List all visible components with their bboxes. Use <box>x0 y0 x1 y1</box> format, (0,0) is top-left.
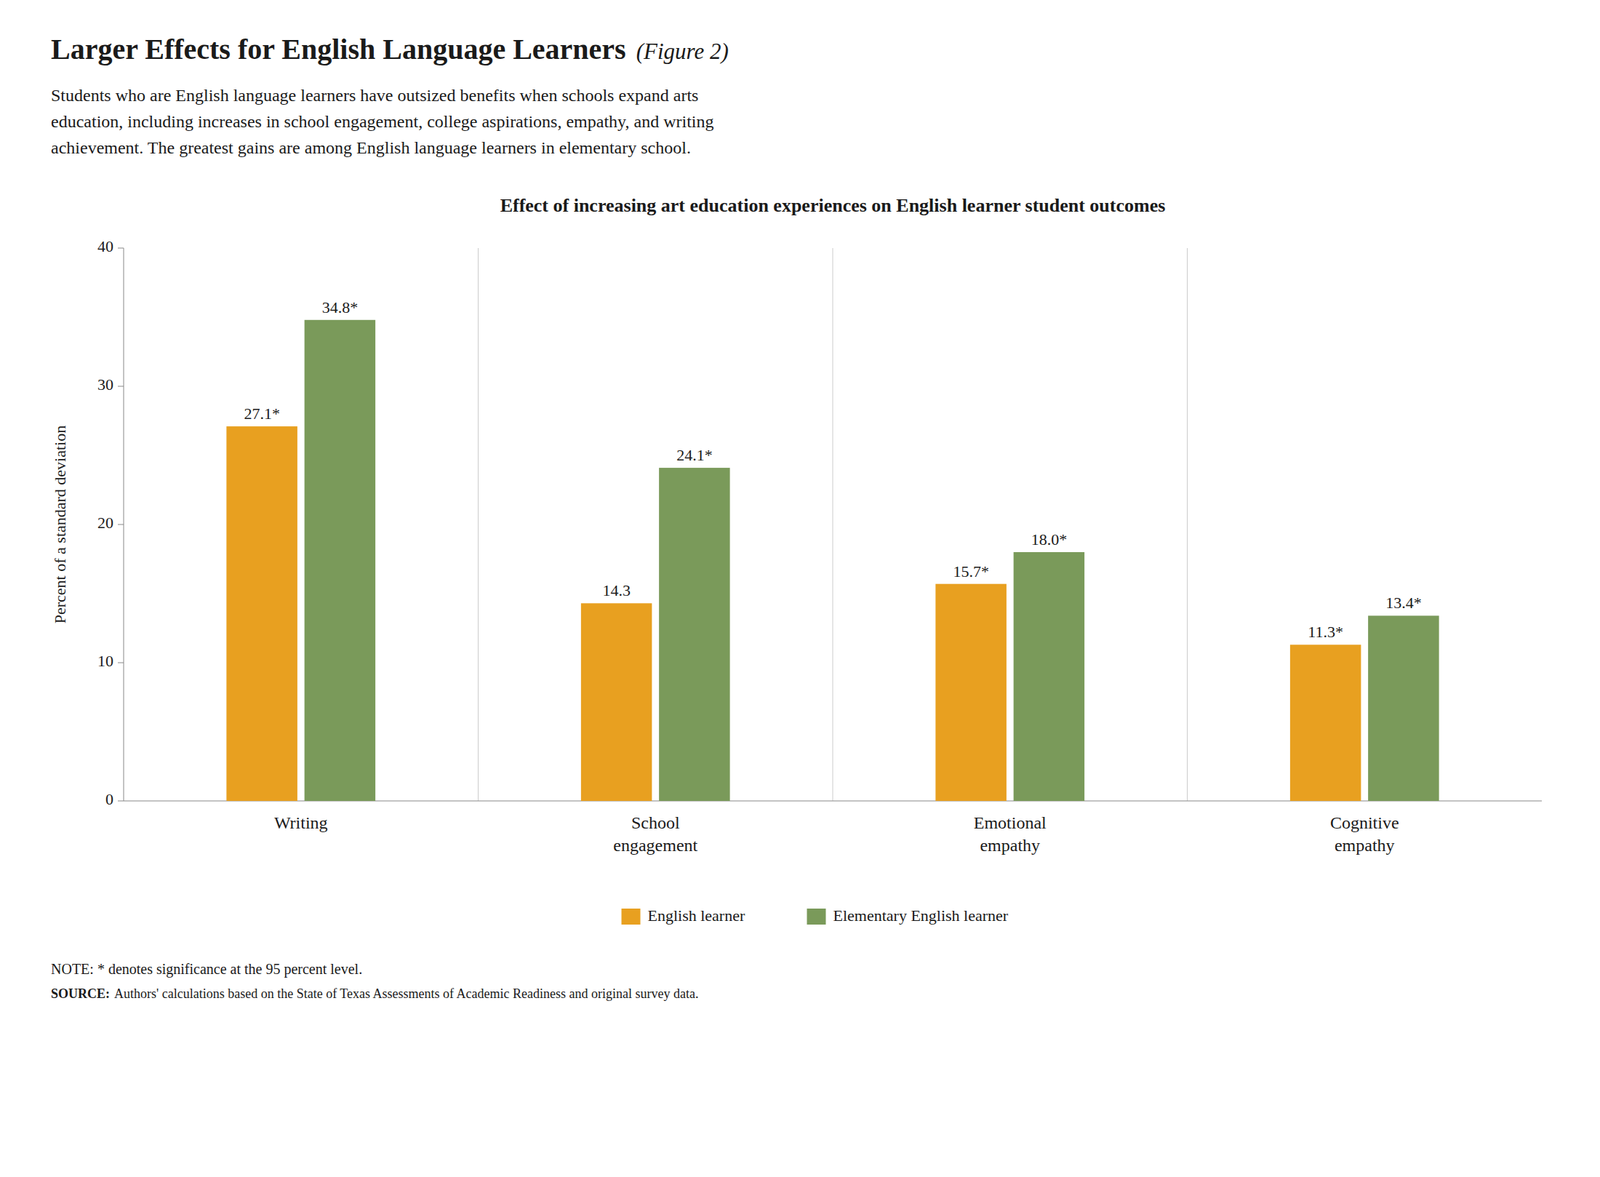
bar <box>226 426 298 801</box>
page-title-figure: (Figure 2) <box>636 38 729 64</box>
y-tick-label: 10 <box>97 651 114 670</box>
chart-title: Effect of increasing art education exper… <box>500 194 1166 216</box>
data-label: 14.3 <box>602 581 631 600</box>
x-tick-label-line: Cognitive <box>1330 813 1400 832</box>
legend-label: English learner <box>648 906 746 925</box>
bar <box>1290 644 1362 801</box>
legend-label: Elementary English learner <box>833 906 1009 925</box>
data-label: 24.1* <box>676 445 713 464</box>
legend-swatch <box>621 908 641 925</box>
header: Larger Effects for English Language Lear… <box>0 0 1600 176</box>
y-tick <box>117 524 124 526</box>
x-tick-label-line: School <box>631 813 680 832</box>
x-tick-label: School engagement <box>613 813 698 855</box>
bar <box>581 602 653 801</box>
note: NOTE: * denotes significance at the 95 p… <box>50 960 1550 978</box>
page-subtitle: Students who are English language learne… <box>50 82 1550 161</box>
data-label: 18.0* <box>1031 530 1068 549</box>
group-divider <box>1186 248 1188 801</box>
chart: Effect of increasing art education exper… <box>0 175 1600 961</box>
legend-swatch <box>807 908 827 925</box>
y-tick-label: 40 <box>97 237 114 256</box>
y-tick <box>117 248 124 249</box>
data-label: 13.4* <box>1385 593 1422 612</box>
x-tick-label: Cognitive empathy <box>1330 813 1400 855</box>
x-tick-label-line: Emotional <box>973 813 1047 832</box>
y-tick-label: 20 <box>97 513 114 532</box>
data-label: 15.7* <box>952 562 990 581</box>
x-tick-label: Writing <box>274 813 328 832</box>
page-title-main: Larger Effects for English Language Lear… <box>50 32 627 66</box>
x-tick-label-line: Writing <box>274 813 328 832</box>
x-tick-label-line: engagement <box>613 835 698 855</box>
source-text: Authors' calculations based on the State… <box>114 986 699 1001</box>
x-tick-label-line: empathy <box>1334 835 1395 855</box>
y-axis <box>123 248 125 801</box>
x-tick-label: Emotional empathy <box>973 813 1047 855</box>
data-label: 34.8* <box>322 298 359 317</box>
y-tick <box>117 662 124 664</box>
footer: NOTE: * denotes significance at the 95 p… <box>0 960 1600 1002</box>
source-label: SOURCE: <box>50 986 110 1001</box>
data-label: 27.1* <box>243 404 280 423</box>
bar <box>935 584 1007 801</box>
y-tick-label: 30 <box>97 375 114 394</box>
group-divider <box>477 248 479 801</box>
source: SOURCE: Authors' calculations based on th… <box>50 986 1550 1002</box>
legend: English learner Elementary English learne… <box>621 906 1009 925</box>
bar <box>304 320 376 801</box>
y-tick-label: 0 <box>105 789 114 808</box>
bar <box>1368 615 1440 801</box>
x-tick-label-line: empathy <box>979 835 1040 855</box>
y-axis-label: Percent of a standard deviation <box>50 425 70 624</box>
bar <box>658 467 731 801</box>
data-label: 11.3* <box>1307 622 1344 641</box>
bar <box>1013 552 1086 801</box>
y-tick <box>117 386 124 387</box>
bars <box>226 320 1439 801</box>
group-divider <box>832 248 834 801</box>
y-tick <box>117 800 124 802</box>
page-title: Larger Effects for English Language Lear… <box>50 32 1550 67</box>
